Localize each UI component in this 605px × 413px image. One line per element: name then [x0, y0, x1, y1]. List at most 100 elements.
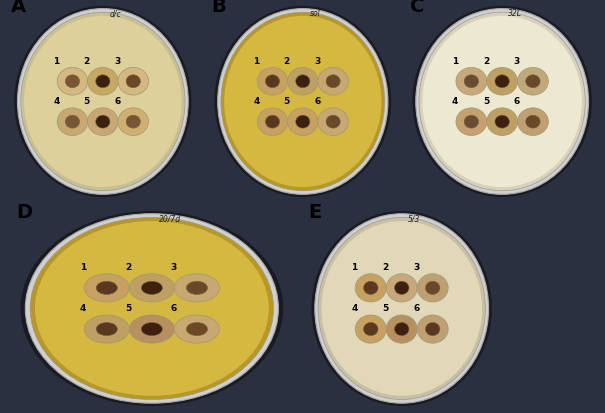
Ellipse shape: [186, 282, 208, 295]
Text: 6: 6: [170, 304, 176, 312]
Ellipse shape: [221, 13, 385, 191]
Ellipse shape: [364, 323, 378, 336]
Ellipse shape: [486, 109, 517, 136]
Ellipse shape: [57, 68, 88, 96]
Text: 3: 3: [314, 57, 320, 66]
Text: 3: 3: [114, 57, 120, 66]
Ellipse shape: [84, 315, 129, 343]
Ellipse shape: [118, 68, 148, 96]
Ellipse shape: [174, 274, 220, 302]
Text: 3: 3: [413, 262, 419, 271]
Ellipse shape: [96, 116, 110, 129]
Ellipse shape: [96, 282, 117, 295]
Ellipse shape: [296, 76, 310, 88]
Text: 1: 1: [53, 57, 59, 66]
Text: 4: 4: [352, 304, 358, 312]
Ellipse shape: [287, 109, 318, 136]
Ellipse shape: [486, 68, 517, 96]
Ellipse shape: [355, 274, 386, 302]
Text: 5: 5: [483, 97, 489, 106]
Ellipse shape: [88, 109, 118, 136]
Text: 32L: 32L: [508, 9, 522, 19]
Ellipse shape: [326, 116, 340, 129]
Ellipse shape: [321, 221, 482, 396]
Text: 6: 6: [314, 97, 320, 106]
Ellipse shape: [257, 68, 288, 96]
Ellipse shape: [30, 218, 273, 399]
Text: 4: 4: [253, 97, 260, 106]
Ellipse shape: [224, 17, 381, 188]
Text: 4: 4: [53, 97, 60, 106]
Text: 2: 2: [125, 262, 131, 271]
Text: 2: 2: [83, 57, 90, 66]
Ellipse shape: [419, 13, 585, 191]
Text: 5: 5: [125, 304, 131, 312]
Ellipse shape: [495, 76, 509, 88]
Ellipse shape: [464, 76, 479, 88]
Text: C: C: [410, 0, 424, 17]
Ellipse shape: [318, 218, 485, 399]
Ellipse shape: [129, 274, 174, 302]
Text: 2: 2: [483, 57, 489, 66]
Ellipse shape: [526, 76, 540, 88]
Ellipse shape: [218, 9, 388, 195]
Ellipse shape: [526, 116, 540, 129]
Text: sol: sol: [310, 9, 320, 19]
Ellipse shape: [18, 9, 188, 195]
Text: 3: 3: [170, 262, 176, 271]
Bar: [1, 204, 302, 413]
Ellipse shape: [318, 68, 348, 96]
Ellipse shape: [174, 315, 220, 343]
Ellipse shape: [21, 13, 185, 191]
Text: 3: 3: [514, 57, 520, 66]
Ellipse shape: [386, 274, 417, 302]
Text: 5: 5: [83, 97, 90, 106]
Text: 20/7d: 20/7d: [159, 214, 181, 223]
Ellipse shape: [517, 68, 548, 96]
Ellipse shape: [65, 76, 79, 88]
Ellipse shape: [416, 9, 589, 195]
Text: 6: 6: [413, 304, 419, 312]
Ellipse shape: [57, 109, 88, 136]
Ellipse shape: [186, 323, 208, 336]
Ellipse shape: [394, 323, 409, 336]
Text: B: B: [212, 0, 226, 17]
Ellipse shape: [312, 211, 492, 406]
Ellipse shape: [495, 116, 509, 129]
Ellipse shape: [386, 315, 417, 343]
Ellipse shape: [84, 274, 129, 302]
Text: 2: 2: [382, 262, 388, 271]
Ellipse shape: [296, 116, 310, 129]
Ellipse shape: [425, 282, 440, 295]
Ellipse shape: [142, 282, 162, 295]
Bar: [399, 0, 605, 204]
Text: 1: 1: [352, 262, 358, 271]
Ellipse shape: [88, 68, 118, 96]
Ellipse shape: [266, 76, 280, 88]
Ellipse shape: [24, 17, 182, 188]
Ellipse shape: [417, 315, 448, 343]
Ellipse shape: [318, 109, 348, 136]
Ellipse shape: [417, 274, 448, 302]
Ellipse shape: [126, 76, 140, 88]
Text: 6: 6: [514, 97, 520, 106]
Text: 1: 1: [253, 57, 260, 66]
Text: A: A: [11, 0, 27, 17]
Bar: [298, 204, 505, 413]
Ellipse shape: [364, 282, 378, 295]
Ellipse shape: [413, 7, 592, 197]
Ellipse shape: [35, 221, 269, 396]
Ellipse shape: [142, 323, 162, 336]
Text: 5/3: 5/3: [408, 214, 420, 223]
Ellipse shape: [422, 17, 582, 188]
Text: 1: 1: [452, 57, 459, 66]
Ellipse shape: [129, 315, 174, 343]
Ellipse shape: [257, 109, 288, 136]
Ellipse shape: [25, 214, 278, 403]
Ellipse shape: [118, 109, 148, 136]
Ellipse shape: [355, 315, 386, 343]
Ellipse shape: [326, 76, 340, 88]
Ellipse shape: [214, 7, 391, 197]
Ellipse shape: [456, 109, 487, 136]
Ellipse shape: [464, 116, 479, 129]
